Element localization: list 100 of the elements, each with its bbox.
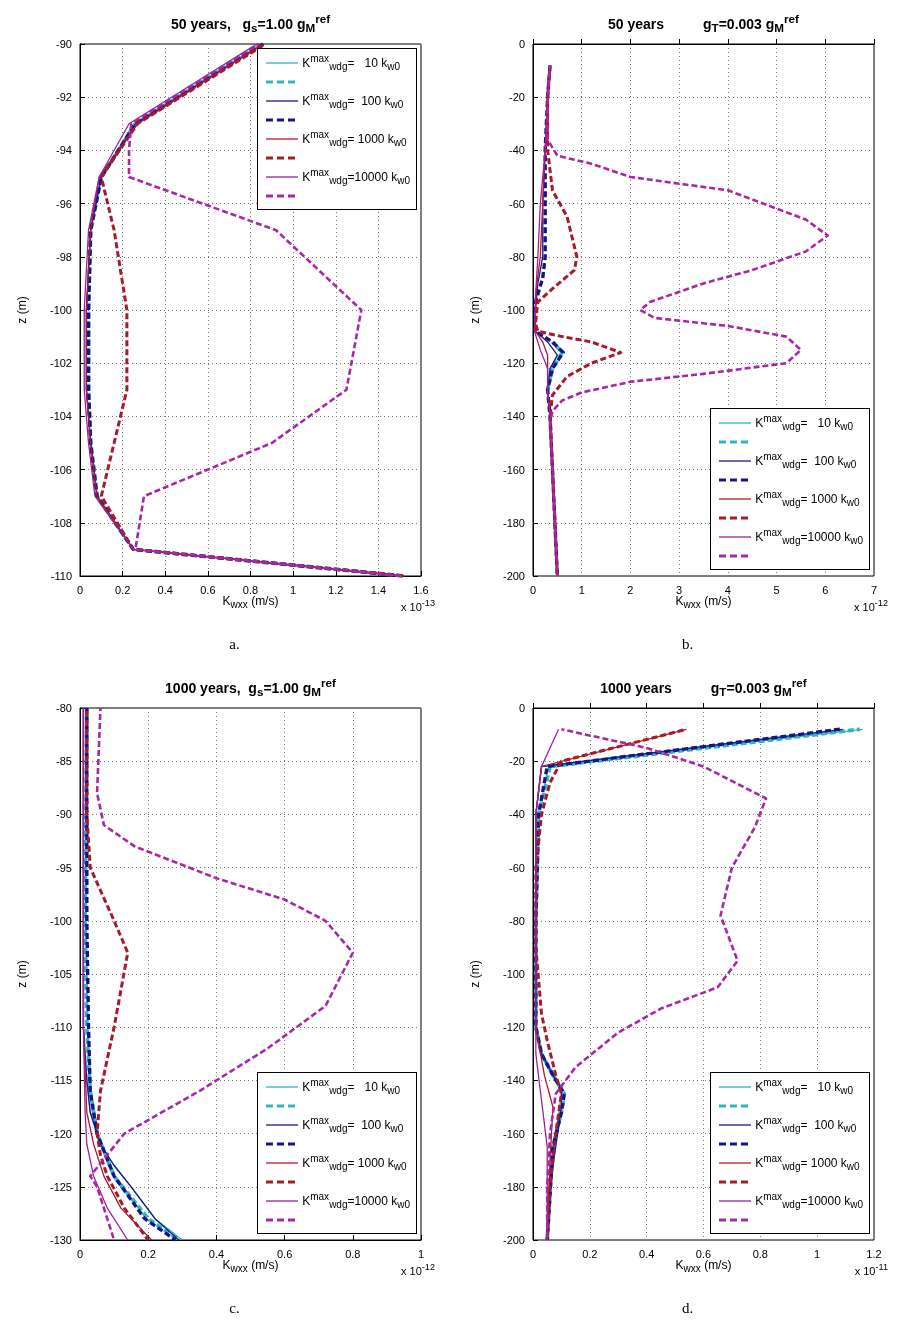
x-tick-label: 1	[417, 1247, 425, 1260]
text: x 10$^{-12}$	[853, 598, 888, 613]
x-axis-title: K$_{wxx}$ (m/s)	[222, 594, 279, 611]
x-tick-label: 0.6	[200, 583, 216, 596]
x-tick-label: 0	[76, 1247, 84, 1260]
legend-label: K$^{max}$$_{wdg}$= 10 k$_{w0}$	[302, 1076, 400, 1097]
x-tick-label: 0.8	[242, 583, 259, 596]
y-tick-label: -60	[509, 197, 525, 210]
y-tick-label: -200	[502, 570, 525, 582]
x-tick-label: 1	[578, 583, 585, 596]
y-tick-label: -80	[509, 914, 525, 927]
y-tick-label: -104	[49, 410, 72, 423]
legend-label: K$^{max}$$_{wdg}$= 100 k$_{w0}$	[302, 1114, 404, 1135]
x-tick-label: 1.4	[370, 583, 387, 596]
text: x 10$^{-12}$	[400, 1262, 435, 1277]
x-tick-label: 3	[676, 583, 683, 596]
y-tick-label: -180	[502, 1180, 525, 1193]
legend-label: K$^{max}$$_{wdg}$= 10 k$_{w0}$	[755, 412, 853, 433]
text: a.	[228, 636, 241, 653]
x-tick-label: 0.2	[114, 583, 131, 596]
x-tick-label: 6	[822, 583, 829, 596]
legend-label: K$^{max}$$_{wdg}$= 1000 k$_{w0}$	[302, 1152, 407, 1173]
y-tick-label: -130	[49, 1234, 72, 1246]
x-tick-label: 0.4	[208, 1247, 225, 1260]
y-tick-label: -85	[56, 755, 72, 768]
y-tick-label: -100	[49, 914, 72, 927]
legend-label: K$^{max}$$_{wdg}$= 100 k$_{w0}$	[755, 450, 857, 471]
x-tick-label: 0.8	[752, 1247, 768, 1260]
y-tick-label: -80	[56, 702, 72, 714]
y-tick-label: -120	[502, 1021, 525, 1034]
y-tick-label: -120	[502, 357, 525, 370]
y-tick-label: -96	[56, 197, 72, 210]
x-tick-label: 1	[814, 1247, 821, 1260]
y-tick-label: 0	[518, 38, 525, 50]
y-axis-title: z (m)	[15, 296, 29, 324]
x-axis-title: K$_{wxx}$ (m/s)	[675, 1258, 732, 1275]
x-tick-label: 0	[529, 1247, 537, 1260]
y-tick-label: -108	[49, 516, 72, 529]
text: x 10$^{-13}$	[400, 598, 435, 613]
y-tick-label: -106	[49, 463, 72, 476]
y-tick-label: -100	[502, 304, 525, 316]
x-tick-label: 0.2	[582, 1247, 598, 1260]
x-tick-label: 0.6	[276, 1247, 293, 1260]
y-tick-label: -105	[49, 968, 72, 980]
y-tick-label: -92	[56, 91, 72, 104]
x-tick-label: 5	[773, 583, 780, 596]
y-axis-title: z (m)	[468, 296, 482, 324]
legend-label: K$^{max}$$_{wdg}$= 1000 k$_{w0}$	[302, 128, 407, 149]
x-tick-label: 0	[529, 583, 537, 596]
y-tick-label: -60	[509, 861, 525, 874]
y-axis-title: z (m)	[468, 960, 482, 988]
y-tick-label: -90	[56, 38, 72, 50]
text: b.	[680, 636, 695, 653]
y-tick-label: -20	[509, 755, 525, 768]
x-tick-label: 1.2	[328, 583, 344, 596]
y-tick-label: -40	[509, 144, 525, 157]
x-tick-label: 0	[76, 583, 84, 596]
y-tick-label: -140	[502, 1074, 525, 1087]
y-tick-label: -180	[502, 516, 525, 529]
x-axis-title: K$_{wxx}$ (m/s)	[675, 594, 732, 611]
y-tick-label: -98	[56, 250, 72, 263]
x-tick-label: 0.4	[639, 1247, 655, 1260]
y-tick-label: -140	[502, 410, 525, 423]
legend-label: K$^{max}$$_{wdg}$= 10 k$_{w0}$	[755, 1076, 853, 1097]
legend-label: K$^{max}$$_{wdg}$= 10 k$_{w0}$	[302, 52, 400, 73]
legend-label: K$^{max}$$_{wdg}$=10000 k$_{w0}$	[755, 526, 863, 547]
y-tick-label: -90	[56, 808, 72, 821]
y-tick-label: -20	[509, 91, 525, 104]
y-tick-label: -115	[50, 1074, 72, 1087]
y-tick-label: -125	[49, 1180, 72, 1193]
x-tick-label: 7	[870, 583, 878, 596]
legend-label: K$^{max}$$_{wdg}$= 100 k$_{w0}$	[302, 90, 404, 111]
y-tick-label: -100	[49, 304, 72, 316]
x-tick-label: 1.2	[866, 1247, 882, 1260]
x-tick-label: 4	[724, 583, 731, 596]
legend-label: K$^{max}$$_{wdg}$= 1000 k$_{w0}$	[755, 488, 860, 509]
y-tick-label: -110	[50, 570, 72, 582]
y-tick-label: -160	[502, 463, 525, 476]
y-tick-label: -100	[502, 968, 525, 980]
y-tick-label: -160	[502, 1127, 525, 1140]
y-tick-label: -102	[49, 357, 72, 370]
legend-label: K$^{max}$$_{wdg}$=10000 k$_{w0}$	[755, 1190, 863, 1211]
x-tick-label: 2	[627, 583, 634, 596]
x-tick-label: 1.6	[413, 583, 429, 596]
y-tick-label: -120	[49, 1127, 72, 1140]
y-tick-label: -94	[56, 144, 72, 157]
x-tick-label: 0.4	[157, 583, 173, 596]
x-axis-title: K$_{wxx}$ (m/s)	[222, 1258, 279, 1275]
x-tick-label: 0.2	[140, 1247, 156, 1260]
legend-label: K$^{max}$$_{wdg}$= 100 k$_{w0}$	[755, 1114, 857, 1135]
y-axis-title: z (m)	[15, 960, 29, 988]
x-tick-label: 1	[290, 583, 297, 596]
y-tick-label: -110	[50, 1021, 72, 1034]
text: x 10$^{-11}$	[854, 1262, 888, 1277]
y-tick-label: -95	[56, 861, 72, 874]
text: c.	[228, 1300, 241, 1317]
y-tick-label: -40	[509, 808, 525, 821]
y-tick-label: 0	[518, 702, 525, 714]
y-tick-label: -80	[509, 250, 525, 263]
x-tick-label: 0.6	[695, 1247, 712, 1260]
